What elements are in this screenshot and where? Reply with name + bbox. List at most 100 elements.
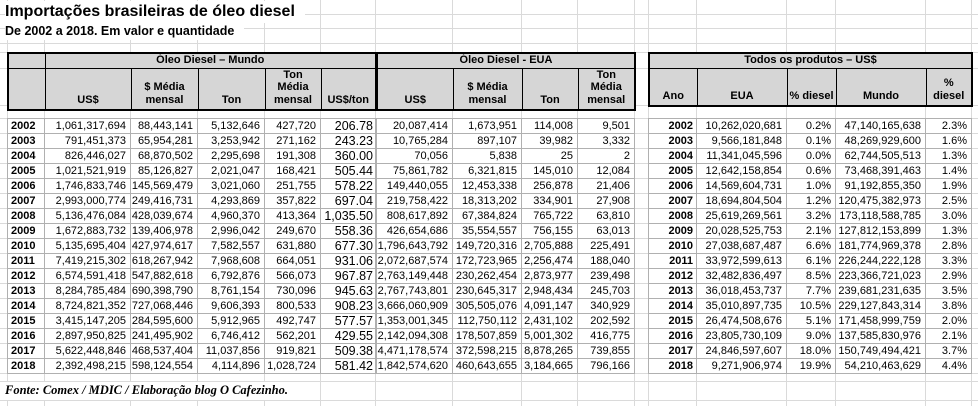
mundo-value-cell: 566,073: [264, 268, 321, 284]
mundo-value-cell: 1,028,724: [264, 358, 321, 374]
mundo-row: 2010 5,135,695,404 427,974,617 7,582,557 631…: [7, 238, 376, 254]
todos-value-cell: 1.0%: [786, 178, 836, 194]
mundo-value-cell: 727,068,446: [130, 298, 198, 314]
todos-row: 2004 11,341,045,596 0.0% 62,744,505,513 1.3%: [648, 148, 972, 164]
mundo-value-cell: 8,761,154: [197, 283, 265, 299]
mundo-value-cell: 249,416,731: [130, 193, 198, 209]
todos-value-cell: 24,846,597,607: [696, 343, 787, 359]
todos-row: 2005 12,642,158,854 0.6% 73,468,391,463 1.4%: [648, 163, 972, 179]
eua-col-tonmedia: Ton Média mensal: [577, 67, 636, 111]
todos-value-cell: 150,749,494,421: [835, 343, 926, 359]
gridline: [0, 400, 978, 401]
mundo-value-cell: 919,821: [264, 343, 321, 359]
todos-row: 2009 20,028,525,753 2.1% 127,812,153,899 1.3…: [648, 223, 972, 239]
eua-row: 808,617,892 67,384,824 765,722 63,810: [376, 208, 635, 224]
todos-value-cell: 1.4%: [925, 163, 972, 179]
eua-value-cell: 230,645,317: [452, 283, 522, 299]
page-subtitle: De 2002 a 2018. Em valor e quantidade: [5, 23, 245, 40]
eua-value-cell: 20,087,414: [376, 118, 453, 134]
todos-value-cell: 3.3%: [925, 253, 972, 269]
todos-value-cell: 20,028,525,753: [696, 223, 787, 239]
todos-row: 2013 36,018,453,737 7.7% 239,681,231,635 3.5…: [648, 283, 972, 299]
eua-row: 149,440,055 12,453,338 256,878 21,406: [376, 178, 635, 194]
mundo-value-cell: 577.57: [320, 313, 376, 329]
mundo-value-cell: 8,724,821,352: [44, 298, 131, 314]
mundo-value-cell: 618,267,942: [130, 253, 198, 269]
todos-value-cell: 0.6%: [786, 163, 836, 179]
year-cell: 2008: [648, 208, 697, 224]
eua-value-cell: 4,471,178,574: [376, 343, 453, 359]
page-title: Importações brasileiras de óleo diesel: [5, 1, 305, 23]
eua-row: 2,767,743,801 230,645,317 2,948,434 245,703: [376, 283, 635, 299]
mundo-row: 2014 8,724,821,352 727,068,446 9,606,393 800…: [7, 298, 376, 314]
eua-value-cell: 5,838: [452, 148, 522, 164]
year-cell: 2010: [648, 238, 697, 254]
todos-value-cell: 4.4%: [925, 358, 972, 374]
todos-value-cell: 173,118,588,785: [835, 208, 926, 224]
todos-data-table: 2002 10,262,020,681 0.2% 47,140,165,638 2.3%…: [648, 118, 972, 374]
todos-row: 2016 23,805,730,109 9.0% 137,585,830,976 2.1…: [648, 328, 972, 344]
eua-value-cell: 796,166: [577, 358, 635, 374]
eua-value-cell: 765,722: [521, 208, 578, 224]
mundo-value-cell: 826,446,027: [44, 148, 131, 164]
eua-row: 2,142,094,308 178,507,859 5,001,302 416,775: [376, 328, 635, 344]
mundo-value-cell: 5,135,695,404: [44, 238, 131, 254]
todos-col-pctdiesel-eua: % diesel: [786, 67, 837, 107]
todos-value-cell: 27,038,687,487: [696, 238, 787, 254]
mundo-value-cell: 429.55: [320, 328, 376, 344]
mundo-value-cell: 1,746,833,746: [44, 178, 131, 194]
eua-value-cell: 149,440,055: [376, 178, 453, 194]
eua-value-cell: 225,491: [577, 238, 635, 254]
todos-value-cell: 223,366,721,023: [835, 268, 926, 284]
eua-value-cell: 2,072,687,574: [376, 253, 453, 269]
mundo-value-cell: 664,051: [264, 253, 321, 269]
todos-section-title: Todos os produtos – US$: [648, 52, 973, 69]
mundo-section-title: Óleo Diesel – Mundo: [44, 52, 377, 69]
mundo-row: 2005 1,021,521,919 85,126,827 2,021,047 168,…: [7, 163, 376, 179]
todos-value-cell: 48,269,929,600: [835, 133, 926, 149]
mundo-col-tonmedia: Ton Média mensal: [264, 67, 322, 111]
todos-value-cell: 19.9%: [786, 358, 836, 374]
mundo-value-cell: 6,574,591,418: [44, 268, 131, 284]
todos-value-cell: 36,018,453,737: [696, 283, 787, 299]
mundo-value-cell: 931.06: [320, 253, 376, 269]
mundo-value-cell: 5,912,965: [197, 313, 265, 329]
todos-value-cell: 2.5%: [925, 193, 972, 209]
eua-row: 10,765,284 897,107 39,982 3,332: [376, 133, 635, 149]
mundo-row: 2018 2,392,498,215 598,124,554 4,114,896 1,0…: [7, 358, 376, 374]
todos-value-cell: 120,475,382,973: [835, 193, 926, 209]
mundo-row: 2016 2,897,950,825 241,495,902 6,746,412 562…: [7, 328, 376, 344]
todos-header-table: Todos os produtos – US$ Ano EUA % diesel…: [648, 52, 973, 107]
todos-value-cell: 10,262,020,681: [696, 118, 787, 134]
year-cell: 2017: [648, 343, 697, 359]
mundo-value-cell: 1,061,317,694: [44, 118, 131, 134]
gridline: [0, 14, 978, 15]
mundo-col-ton: Ton: [197, 67, 266, 111]
mundo-value-cell: 945.63: [320, 283, 376, 299]
mundo-col-media: $ Média mensal: [130, 67, 199, 111]
eua-row: 2,763,149,448 230,262,454 2,873,977 239,498: [376, 268, 635, 284]
mundo-value-cell: 697.04: [320, 193, 376, 209]
todos-value-cell: 18,694,804,504: [696, 193, 787, 209]
year-cell: 2012: [7, 268, 45, 284]
eua-value-cell: 21,406: [577, 178, 635, 194]
mundo-value-cell: 271,162: [264, 133, 321, 149]
mundo-value-cell: 2,021,047: [197, 163, 265, 179]
eua-value-cell: 334,901: [521, 193, 578, 209]
eua-row: 1,353,001,345 112,750,112 2,431,102 202,592: [376, 313, 635, 329]
todos-value-cell: 1.9%: [925, 178, 972, 194]
eua-value-cell: 12,084: [577, 163, 635, 179]
eua-value-cell: 8,878,265: [521, 343, 578, 359]
eua-value-cell: 188,040: [577, 253, 635, 269]
mundo-value-cell: 730,096: [264, 283, 321, 299]
mundo-value-cell: 413,364: [264, 208, 321, 224]
year-cell: 2007: [648, 193, 697, 209]
eua-value-cell: 340,929: [577, 298, 635, 314]
year-cell: 2018: [648, 358, 697, 374]
eua-value-cell: 9,501: [577, 118, 635, 134]
eua-value-cell: 256,878: [521, 178, 578, 194]
mundo-row: 2011 7,419,215,302 618,267,942 7,968,608 664…: [7, 253, 376, 269]
year-cell: 2016: [648, 328, 697, 344]
todos-row: 2006 14,569,604,731 1.0% 91,192,855,350 1.9%: [648, 178, 972, 194]
eua-header-table: Óleo Diesel - EUA US$ $ Média mensal Ton…: [376, 52, 636, 111]
